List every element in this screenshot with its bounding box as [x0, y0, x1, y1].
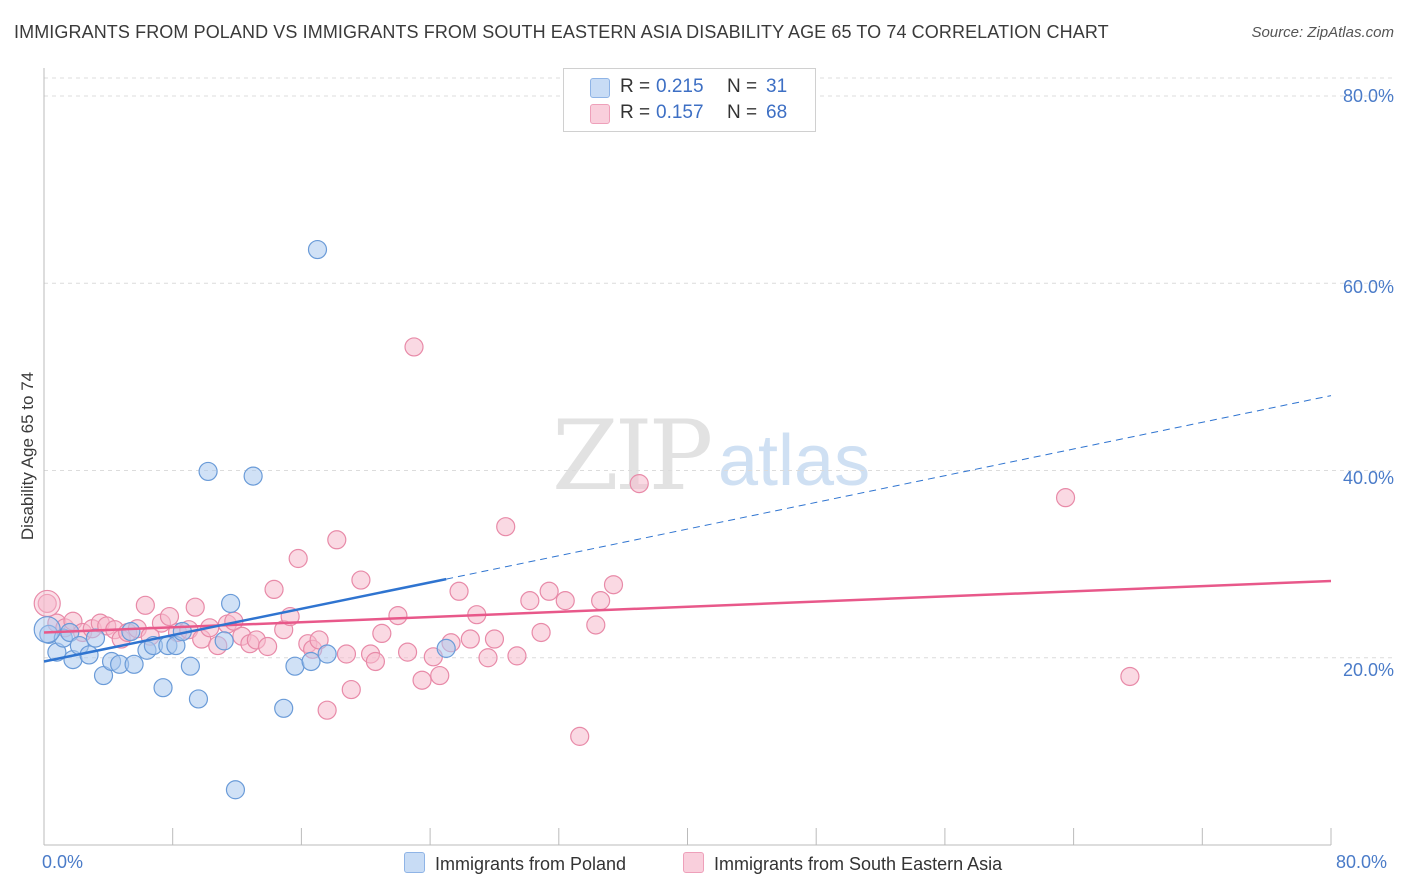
trend-line-poland-projection: [446, 395, 1332, 580]
data-point: [274, 698, 294, 718]
data-point: [301, 651, 321, 672]
data-point: [258, 636, 278, 657]
data-point: [135, 595, 155, 615]
data-point: [365, 651, 386, 672]
data-point: [436, 638, 456, 658]
data-point: [285, 656, 305, 676]
gridlines: [44, 77, 1392, 659]
data-point: [243, 466, 263, 486]
data-point: [351, 570, 371, 590]
y-tick-label: 20.0%: [1342, 660, 1394, 680]
y-tick-label: 60.0%: [1342, 277, 1394, 297]
data-point: [180, 656, 200, 676]
bottom-legend-sea[interactable]: Immigrants from South Eastern Asia: [683, 852, 1002, 875]
chart-title: IMMIGRANTS FROM POLAND VS IMMIGRANTS FRO…: [14, 22, 1109, 42]
axes: [43, 68, 1332, 846]
data-point: [430, 665, 450, 686]
data-point: [586, 615, 606, 635]
data-point: [225, 780, 246, 800]
data-point: [507, 646, 527, 666]
x-tick-label: 80.0%: [1336, 852, 1388, 872]
data-point: [124, 654, 144, 674]
legend-swatch-poland: [590, 78, 610, 98]
y-axis-label: Disability Age 65 to 74: [18, 371, 37, 541]
legend-n-value: 68: [766, 102, 788, 123]
data-point: [1120, 666, 1140, 687]
legend-r-label: R =: [620, 102, 651, 123]
legend-r-value: 0.157: [656, 102, 704, 123]
data-point: [478, 648, 498, 668]
data-point: [288, 548, 308, 569]
data-point: [531, 622, 551, 643]
watermark-atlas: atlas: [718, 421, 871, 501]
watermark-zip: ZIP: [552, 400, 713, 512]
data-point: [317, 700, 337, 720]
data-point: [496, 517, 516, 537]
trend-lines: [43, 577, 1332, 663]
data-point: [85, 628, 106, 648]
source-label: Source: ZipAtlas.com: [1251, 24, 1394, 41]
data-point: [198, 461, 218, 482]
legend-label-poland: Immigrants from Poland: [435, 854, 627, 874]
data-point: [484, 629, 505, 649]
data-point: [79, 645, 99, 665]
legend-n-label: N =: [727, 102, 758, 123]
trend-lines-dashed: [446, 395, 1332, 580]
data-point: [372, 623, 392, 644]
data-point: [33, 616, 61, 644]
trend-line-sea: [43, 579, 1332, 634]
data-point: [327, 530, 347, 550]
data-point: [221, 593, 241, 614]
data-point: [591, 591, 611, 611]
data-point: [33, 589, 61, 618]
legend-swatch-sea: [683, 852, 704, 873]
data-point: [341, 679, 361, 700]
data-point: [449, 581, 469, 601]
data-point: [603, 575, 624, 595]
data-point: [388, 606, 408, 626]
legend-swatch-sea: [590, 104, 610, 124]
data-point: [629, 474, 649, 494]
data-point: [1055, 488, 1076, 508]
x-tick-label: 0.0%: [42, 852, 84, 872]
data-point: [188, 689, 209, 709]
data-point: [539, 581, 559, 601]
data-point: [264, 579, 284, 600]
data-point: [307, 239, 328, 260]
data-point: [37, 593, 57, 614]
data-point: [397, 642, 418, 662]
legend-label-sea: Immigrants from South Eastern Asia: [714, 854, 1003, 874]
legend-swatch-poland: [404, 852, 425, 873]
correlation-legend: R = 0.215 N = 31 R = 0.157 N = 68: [563, 68, 816, 132]
data-point: [336, 644, 357, 664]
data-point: [412, 670, 432, 690]
data-point: [570, 726, 590, 746]
data-point: [214, 631, 234, 651]
data-point: [460, 629, 480, 649]
data-point: [153, 678, 173, 698]
y-tick-label: 80.0%: [1342, 86, 1394, 106]
legend-r-label: R =: [620, 76, 651, 97]
data-point: [159, 606, 180, 627]
data-point: [121, 621, 141, 642]
legend-r-value: 0.215: [656, 76, 704, 97]
data-point: [555, 591, 575, 611]
y-tick-label: 40.0%: [1342, 468, 1394, 488]
data-point: [520, 591, 540, 611]
data-point: [185, 597, 205, 617]
trend-line-poland: [43, 577, 447, 663]
legend-n-value: 31: [766, 76, 788, 97]
legend-n-label: N =: [727, 76, 758, 97]
data-points: [33, 239, 1140, 800]
data-point: [317, 644, 337, 664]
bottom-legend-poland[interactable]: Immigrants from Poland: [404, 852, 626, 875]
data-point: [404, 337, 424, 357]
